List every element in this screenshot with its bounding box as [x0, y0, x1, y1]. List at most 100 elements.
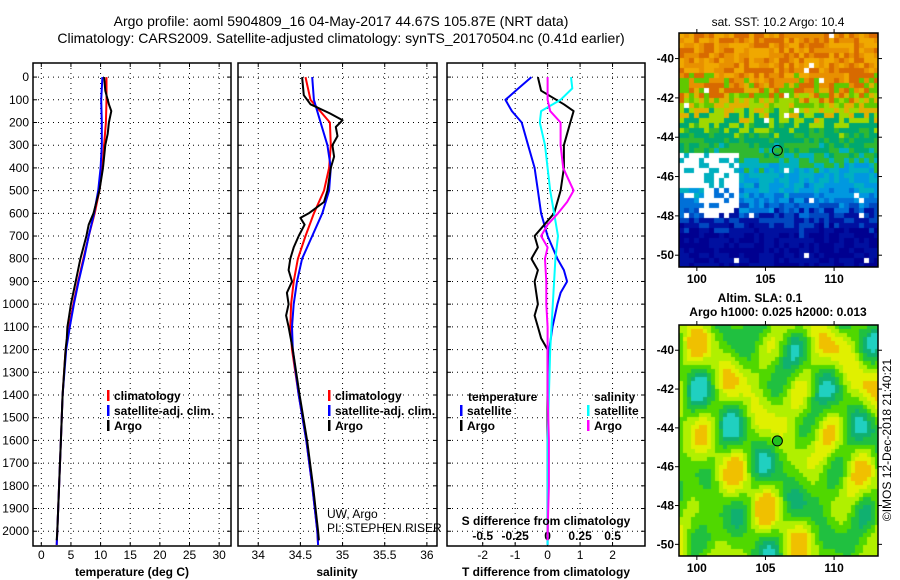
series-line-argo — [285, 77, 344, 541]
lat-tick-label: -40 — [657, 52, 675, 66]
salinity-panel: 34 34.5 35 35.5 36 — [237, 62, 438, 562]
temperature-panel: 0100200300400500600700800900100011001200… — [2, 62, 232, 562]
legend-argo: Argo — [335, 419, 363, 433]
lat-tick-label: -44 — [657, 130, 675, 144]
lat-tick-label: -44 — [657, 421, 675, 435]
x-tick-label: 20 — [153, 548, 167, 562]
y-tick-label: 1200 — [2, 343, 29, 357]
x-tick-label: 36 — [420, 548, 434, 562]
legend-swatch-climatology — [107, 390, 110, 401]
s-tick-label: 0.25 — [568, 529, 592, 543]
y-tick-label: 1900 — [2, 502, 29, 516]
salinity-legend: climatology satellite-adj. clim. Argo UW… — [327, 389, 442, 535]
y-tick-label: 900 — [9, 274, 29, 288]
y-tick-label: 1000 — [2, 297, 29, 311]
s-tick-label: -0.5 — [472, 529, 493, 543]
y-tick-label: 1800 — [2, 479, 29, 493]
x-tick-label: 15 — [124, 548, 138, 562]
legend-temperature-header: temperature — [468, 390, 538, 404]
s-tick-label: 0.5 — [604, 529, 621, 543]
plot-frame — [446, 62, 646, 547]
series-line-satellite-adj-clim- — [55, 77, 104, 545]
x-tick-label: 1 — [577, 548, 584, 562]
y-tick-label: 1100 — [3, 320, 29, 334]
difference-panel: -2 -1 0 1 2-0.5 -0.25 0 0.25 0.5 — [446, 62, 646, 562]
copyright-label: ©IMOS 12-Dec-2018 21:40:21 — [880, 359, 894, 522]
y-tick-label: 700 — [9, 229, 29, 243]
sst-map-image — [679, 33, 878, 267]
y-tick-label: 1700 — [2, 456, 29, 470]
legend-satellite: satellite-adj. clim. — [335, 404, 435, 418]
legend-climatology: climatology — [335, 389, 402, 403]
y-tick-label: 400 — [9, 161, 29, 175]
legend-s-satellite: satellite — [594, 404, 639, 418]
x-tick-label: 5 — [68, 548, 75, 562]
legend-swatch-satellite — [107, 405, 110, 416]
sla-map-title-2: Argo h1000: 0.025 h2000: 0.013 — [689, 305, 867, 319]
lat-tick-label: -42 — [657, 382, 675, 396]
y-tick-label: 1400 — [2, 388, 29, 402]
sla-map-title-1: Altim. SLA: 0.1 — [718, 291, 803, 305]
map-frame — [678, 32, 879, 268]
sst-map-axes: 100 105 110 -40 -42 -44 -46 -48 -50 — [657, 29, 882, 286]
y-tick-label: 1300 — [2, 365, 29, 379]
lat-tick-label: -42 — [657, 91, 675, 105]
y-tick-label: 1600 — [2, 433, 29, 447]
x-tick-label: -2 — [477, 548, 488, 562]
lat-tick-label: -50 — [657, 537, 675, 551]
argo-location-marker — [771, 144, 783, 156]
lon-tick-label: 100 — [687, 272, 707, 286]
title-line-2: Climatology: CARS2009. Satellite-adjuste… — [57, 30, 624, 46]
argo-location-marker — [771, 435, 783, 447]
x-tick-label: 35.5 — [373, 548, 397, 562]
legend-satellite: satellite-adj. clim. — [114, 404, 214, 418]
lon-tick-label: 105 — [755, 561, 775, 575]
s-tick-label: -0.25 — [501, 529, 529, 543]
x-tick-label: 0 — [544, 548, 551, 562]
x-tick-label: 0 — [38, 548, 45, 562]
x-tick-label: 35 — [336, 548, 350, 562]
legend-argo: Argo — [114, 419, 142, 433]
x-tick-label: 2 — [609, 548, 616, 562]
x-tick-label: 30 — [212, 548, 226, 562]
s-difference-xlabel: S difference from climatology — [462, 514, 631, 528]
difference-legend: temperature satellite Argo salinity sate… — [460, 390, 639, 433]
legend-swatch-satellite — [328, 405, 331, 416]
sst-map-title: sat. SST: 10.2 Argo: 10.4 — [712, 15, 845, 29]
t-difference-xlabel: T difference from climatology — [462, 565, 630, 579]
lon-tick-label: 100 — [687, 561, 707, 575]
series-line-salinity-argo — [540, 77, 575, 541]
y-tick-label: 300 — [9, 138, 29, 152]
legend-swatch-t-satellite — [460, 405, 463, 416]
series-line-argo — [55, 77, 113, 541]
legend-swatch-s-satellite — [587, 405, 590, 416]
lat-tick-label: -46 — [657, 460, 675, 474]
lat-tick-label: -48 — [657, 499, 675, 513]
x-tick-label: 34.5 — [289, 548, 313, 562]
legend-swatch-s-argo — [587, 420, 590, 431]
legend-t-satellite: satellite — [467, 404, 512, 418]
legend-swatch-climatology — [328, 390, 331, 401]
credit-line-1: UW, Argo — [327, 507, 378, 521]
salinity-xlabel: salinity — [316, 565, 358, 579]
plot-frame — [32, 62, 232, 547]
credit-line-2: PI: STEPHEN RISER — [327, 521, 442, 535]
x-tick-label: 10 — [94, 548, 108, 562]
y-tick-label: 600 — [9, 206, 29, 220]
y-tick-label: 100 — [9, 93, 29, 107]
legend-swatch-argo — [107, 420, 110, 431]
x-tick-label: 25 — [183, 548, 197, 562]
legend-t-argo: Argo — [467, 419, 495, 433]
legend-salinity-header: salinity — [594, 390, 636, 404]
lon-tick-label: 105 — [755, 272, 775, 286]
y-tick-label: 1500 — [2, 411, 29, 425]
lon-tick-label: 110 — [824, 272, 844, 286]
x-tick-label: -1 — [510, 548, 521, 562]
y-tick-label: 0 — [22, 70, 29, 84]
lat-tick-label: -48 — [657, 209, 675, 223]
x-tick-label: 34 — [252, 548, 266, 562]
legend-swatch-argo — [328, 420, 331, 431]
temperature-legend: climatology satellite-adj. clim. Argo — [107, 389, 214, 433]
temperature-xlabel: temperature (deg C) — [75, 565, 189, 579]
